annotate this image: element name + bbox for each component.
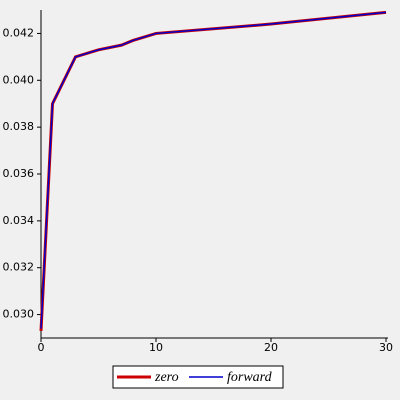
- y-tick-label: 0.030: [3, 308, 35, 321]
- y-tick-label: 0.038: [3, 120, 35, 133]
- legend-label: forward: [227, 370, 273, 385]
- x-tick-label: 10: [149, 341, 163, 354]
- y-tick-label: 0.042: [3, 26, 35, 39]
- x-tick-label: 0: [38, 341, 45, 354]
- legend: zero forward: [117, 370, 273, 385]
- x-tick-label: 20: [264, 341, 278, 354]
- legend-label: zero: [154, 370, 179, 385]
- y-tick-label: 0.032: [3, 261, 35, 274]
- y-tick-label: 0.034: [3, 214, 35, 227]
- y-tick-label: 0.040: [3, 73, 35, 86]
- y-tick-label: 0.036: [3, 167, 35, 180]
- series-line: [40, 11, 387, 329]
- x-tick-label: 30: [379, 341, 393, 354]
